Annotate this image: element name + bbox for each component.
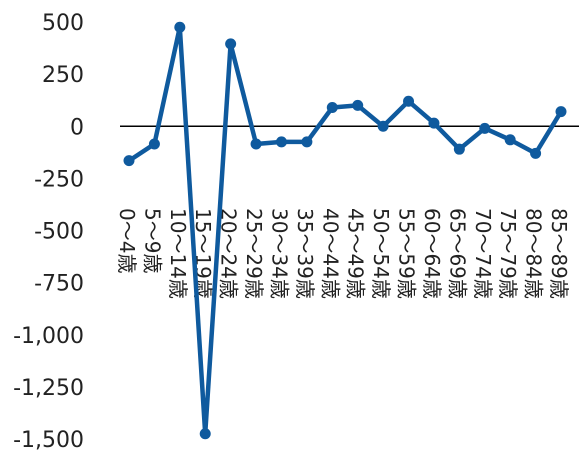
data-point: [301, 136, 313, 148]
y-tick-label: 250: [42, 63, 84, 88]
data-point: [530, 147, 542, 159]
x-axis-tick-labels: 0～4歳 5～9歳 10～14歳 15～19歳 20～24歳 25～29歳 30～34歳 35…: [115, 208, 571, 299]
data-point: [352, 99, 364, 111]
data-point: [479, 122, 491, 134]
data-point: [403, 95, 415, 107]
data-point: [428, 117, 440, 129]
y-tick-label: -250: [34, 167, 84, 192]
data-point: [123, 155, 135, 167]
x-tick-label: 60～64歳: [420, 208, 444, 299]
y-tick-label: -1,500: [13, 428, 84, 453]
data-point: [199, 428, 211, 440]
y-tick-label: 500: [42, 11, 84, 36]
y-tick-label: -1,000: [13, 324, 84, 349]
data-point: [555, 106, 567, 118]
y-axis-tick-labels: 500 250 0 -250 -500 -750 -1,000 -1,250 -1,500: [13, 11, 84, 453]
x-tick-label: 5～9歳: [140, 208, 164, 273]
x-tick-label: 55～59歳: [395, 208, 419, 299]
data-point: [174, 21, 186, 33]
x-tick-label: 75～79歳: [496, 208, 520, 299]
x-tick-label: 50～54歳: [369, 208, 393, 299]
data-point: [453, 143, 465, 155]
y-tick-label: -500: [34, 220, 84, 245]
x-tick-label: 35～39歳: [293, 208, 317, 299]
data-point: [275, 136, 287, 148]
x-tick-label: 65～69歳: [445, 208, 469, 299]
data-point: [377, 120, 389, 132]
y-tick-label: -1,250: [13, 376, 84, 401]
y-tick-label: 0: [70, 115, 84, 140]
data-point: [326, 101, 338, 113]
data-point: [250, 138, 262, 150]
data-point: [225, 38, 237, 50]
x-tick-label: 25～29歳: [242, 208, 266, 299]
x-tick-label: 85～89歳: [547, 208, 571, 299]
x-tick-label: 70～74歳: [471, 208, 495, 299]
y-tick-label: -750: [34, 272, 84, 297]
x-tick-label: 10～14歳: [166, 208, 190, 299]
x-tick-label: 80～84歳: [522, 208, 546, 299]
data-point: [148, 138, 160, 150]
x-tick-label: 45～49歳: [344, 208, 368, 299]
series-points: [123, 21, 567, 440]
x-tick-label: 40～44歳: [318, 208, 342, 299]
x-tick-label: 30～34歳: [267, 208, 291, 299]
data-point: [504, 134, 516, 146]
x-tick-label: 0～4歳: [115, 208, 139, 273]
